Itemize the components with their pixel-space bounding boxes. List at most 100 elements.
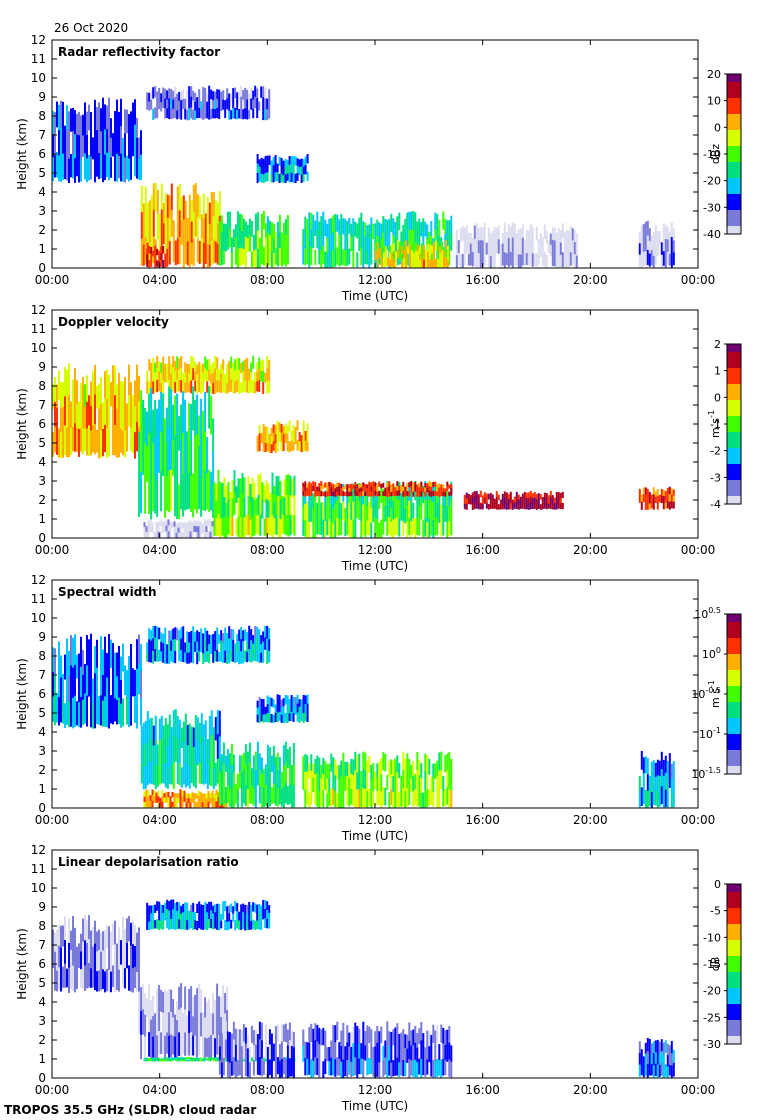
x-tick-label: 00:00	[681, 1083, 716, 1097]
y-tick-label: 10	[31, 71, 46, 85]
y-axis-label: Height (km)	[15, 658, 29, 729]
colorbar-swatch	[727, 79, 741, 83]
colorbar-swatch	[727, 156, 741, 160]
colorbar-tick-exponent: 0	[716, 646, 721, 655]
colorbar-tick-base: 10	[694, 608, 708, 621]
colorbar-tick-label: -5	[710, 905, 721, 918]
x-tick-label: 16:00	[465, 273, 500, 287]
colorbar-swatch	[727, 346, 741, 350]
colorbar-swatch	[727, 138, 741, 142]
colorbar-swatch	[727, 892, 741, 896]
y-tick-label: 5	[38, 976, 46, 990]
y-tick-label: 8	[38, 109, 46, 123]
y-tick-label: 12	[31, 573, 46, 587]
heatmap-feature-6	[302, 1021, 453, 1078]
colorbar-swatch	[727, 1036, 741, 1040]
x-axis: 00:00 04:00 08:00 12:00 16:00 20:00 00:00	[35, 40, 715, 287]
colorbar-swatch	[727, 482, 741, 486]
colorbar-swatch	[727, 654, 741, 658]
colorbar-swatch	[727, 958, 741, 962]
y-tick-label: 2	[38, 493, 46, 507]
colorbar-unit-text: dBz	[709, 144, 722, 165]
colorbar-swatch	[727, 215, 741, 219]
colorbar-swatch	[727, 905, 741, 909]
colorbar-swatch	[727, 170, 741, 174]
colorbar-swatch	[727, 357, 741, 361]
colorbar-swatch	[727, 501, 741, 505]
heatmap-feature-6	[256, 154, 309, 184]
x-tick-label: 20:00	[573, 543, 608, 557]
colorbar-swatch	[727, 723, 741, 727]
y-tick-label: 8	[38, 379, 46, 393]
colorbar-swatch	[727, 362, 741, 366]
colorbar-swatch	[727, 188, 741, 192]
colorbar-unit: dB	[709, 957, 722, 972]
x-tick-label: 16:00	[465, 813, 500, 827]
panel-title: Doppler velocity	[58, 315, 169, 329]
y-tick-label: 9	[38, 900, 46, 914]
heatmap-feature-2	[146, 625, 271, 665]
colorbar-swatch	[727, 226, 741, 230]
colorbar-swatch	[727, 694, 741, 698]
y-tick-label: 9	[38, 360, 46, 374]
colorbar-swatch	[727, 175, 741, 179]
colorbar-swatch	[727, 114, 741, 118]
colorbar-swatch	[727, 750, 741, 754]
colorbar-unit: m s-1	[707, 410, 722, 438]
colorbar-swatch	[727, 90, 741, 94]
colorbar-swatch	[727, 980, 741, 984]
colorbar-swatch	[727, 766, 741, 770]
date-label: 26 Oct 2020	[54, 21, 128, 35]
colorbar-swatch	[727, 98, 741, 102]
colorbar-swatch	[727, 630, 741, 634]
colorbar-swatch	[727, 448, 741, 452]
colorbar-swatch	[727, 154, 741, 158]
colorbar-swatch	[727, 400, 741, 404]
heatmap-data	[52, 899, 675, 1078]
colorbar-swatch	[727, 450, 741, 454]
colorbar-swatch	[727, 376, 741, 380]
x-tick-label: 20:00	[573, 813, 608, 827]
colorbar-swatch	[727, 394, 741, 398]
x-tick-label: 00:00	[35, 1083, 70, 1097]
colorbar-swatch	[727, 707, 741, 711]
colorbar-swatch	[727, 477, 741, 481]
colorbar-tick-label: -1	[710, 418, 721, 431]
y-tick-label: 1	[38, 242, 46, 256]
colorbar-tick-label: 0	[714, 121, 721, 134]
colorbar-tick-label: 2	[714, 338, 721, 351]
colorbar-swatch	[727, 643, 741, 647]
x-axis: 00:00 04:00 08:00 12:00 16:00 20:00 00:00	[35, 580, 715, 827]
heatmap-feature-2	[146, 85, 271, 121]
colorbar-swatch	[727, 130, 741, 134]
colorbar-swatch	[727, 688, 741, 692]
y-tick-label: 11	[31, 322, 46, 336]
colorbar-swatch	[727, 953, 741, 957]
colorbar-swatch	[727, 627, 741, 631]
colorbar-swatch	[727, 212, 741, 216]
colorbar-swatch	[727, 1022, 741, 1026]
colorbar-swatch	[727, 349, 741, 353]
colorbar-swatch	[727, 442, 741, 446]
colorbar-tick-label: 100.5	[694, 606, 721, 621]
colorbar-swatch	[727, 675, 741, 679]
colorbar-swatch	[727, 151, 741, 155]
x-tick-label: 00:00	[35, 543, 70, 557]
colorbar-tick-label: 10-1.5	[691, 766, 721, 781]
colorbar-swatch	[727, 964, 741, 968]
colorbar-swatch	[727, 886, 741, 890]
y-tick-label: 0	[38, 531, 46, 545]
x-tick-label: 08:00	[250, 1083, 285, 1097]
colorbar-swatch	[727, 199, 741, 203]
colorbar-swatch	[727, 940, 741, 944]
colorbar-swatch	[727, 116, 741, 120]
colorbar-swatch	[727, 162, 741, 166]
colorbar-swatch	[727, 405, 741, 409]
colorbar-tick-label: 20	[707, 68, 721, 81]
colorbar-swatch	[727, 496, 741, 500]
y-tick-label: 0	[38, 261, 46, 275]
colorbar-swatch	[727, 990, 741, 994]
colorbar-swatch	[727, 490, 741, 494]
heatmap-feature-5	[256, 420, 309, 454]
colorbar-swatch	[727, 752, 741, 756]
